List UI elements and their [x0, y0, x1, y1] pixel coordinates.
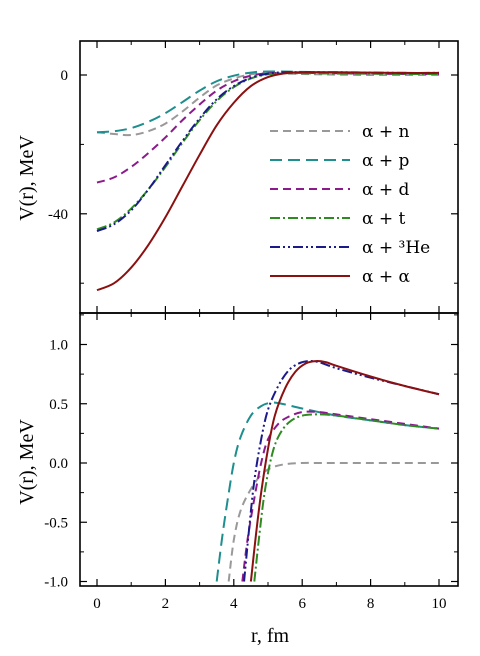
bottom-series-line-0 [227, 461, 439, 582]
bottom-y-tick-label: -0.5 [44, 515, 68, 531]
bottom-y-tick-label: 0.0 [49, 456, 68, 472]
bottom-series-line-5 [249, 360, 440, 582]
x-tick-label: 10 [432, 596, 447, 612]
bottom-series-line-3 [253, 413, 440, 582]
legend-label-2: α + d [362, 180, 410, 200]
bottom-y-axis-label: V(r), MeV [16, 419, 38, 505]
bottom-series-line-4 [243, 360, 440, 582]
top-y-tick-label: -40 [48, 207, 68, 223]
top-y-axis-label: V(r), MeV [16, 135, 38, 221]
x-tick-label: 4 [230, 596, 238, 612]
x-tick-label: 0 [93, 596, 101, 612]
x-tick-label: 6 [298, 596, 306, 612]
x-axis-label: r, fm [251, 625, 290, 647]
legend: α + n α + p α + d α + t α + ³He α + α [270, 122, 430, 287]
bottom-series-line-2 [241, 410, 440, 582]
bottom-series-line-1 [215, 401, 440, 582]
bottom-y-tick-label: -1.0 [44, 575, 68, 591]
x-tick-label: 2 [162, 596, 170, 612]
top-series-line-0 [96, 72, 439, 137]
bottom-plot-frame [79, 312, 459, 587]
bottom-y-tick-label: 0.5 [49, 397, 68, 413]
legend-label-5: α + α [362, 267, 411, 287]
legend-label-4: α + ³He [362, 238, 430, 258]
bottom-panel: 0 2 4 6 8 10 1.0 0.5 0.0 -0.5 -1.0 [44, 312, 459, 612]
legend-label-1: α + p [362, 151, 410, 171]
bottom-y-tick-label: 1.0 [49, 338, 68, 354]
x-tick-label: 8 [367, 596, 375, 612]
top-y-tick-label: 0 [61, 68, 69, 84]
top-series-line-5 [96, 71, 440, 292]
legend-label-0: α + n [362, 122, 410, 142]
legend-label-3: α + t [362, 209, 406, 229]
top-series-line-2 [96, 71, 440, 184]
